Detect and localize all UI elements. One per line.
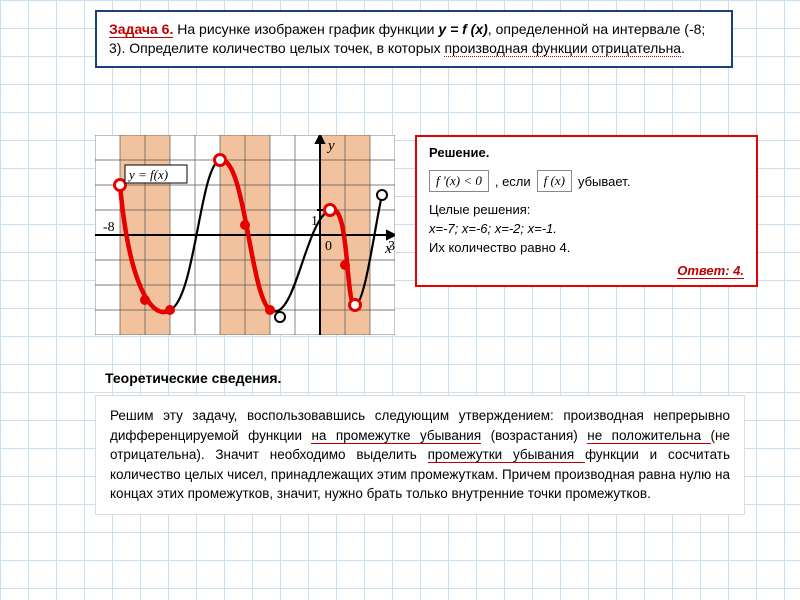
sol-line2: x=-7; x=-6; x=-2; x=-1. (429, 221, 744, 236)
svg-text:y: y (326, 138, 335, 154)
solution-title: Решение. (429, 145, 744, 160)
th-p1b: (возрастания) (481, 428, 587, 443)
th-u1: на промежутке убывания (311, 428, 481, 444)
sol-line1: Целые решения: (429, 202, 744, 217)
function-graph: y x 0 1 3 -8 y = f(x) (95, 135, 395, 335)
th-u2: не положительна (587, 428, 710, 444)
th-u3: промежутки убывания (428, 447, 585, 463)
svg-text:0: 0 (325, 239, 332, 254)
formula-fprime: f '(x) < 0 (429, 170, 489, 192)
task-underlined: производная функции отрицательна (444, 40, 681, 57)
graph-container: y x 0 1 3 -8 y = f(x) (95, 135, 395, 335)
task-end: . (681, 40, 685, 56)
formula-f: f (x) (537, 170, 572, 192)
svg-text:3: 3 (388, 239, 395, 254)
task-function: y = f (x) (438, 21, 487, 37)
if-word: , если (495, 174, 531, 189)
svg-text:y = f(x): y = f(x) (127, 167, 168, 182)
decreases-word: убывает. (578, 174, 630, 189)
svg-text:-8: -8 (103, 220, 115, 235)
solution-box: Решение. f '(x) < 0 , если f (x) убывает… (415, 135, 758, 287)
task-box: Задача 6. На рисунке изображен график фу… (95, 10, 733, 68)
task-label: Задача 6. (109, 21, 173, 38)
answer: Ответ: 4. (677, 263, 744, 279)
formula-row: f '(x) < 0 , если f (x) убывает. (429, 170, 744, 192)
sol-line3: Их количество равно 4. (429, 240, 744, 255)
svg-text:1: 1 (311, 214, 318, 229)
task-text-1: На рисунке изображен график функции (177, 21, 438, 37)
theory-title: Теоретические сведения. (105, 370, 281, 386)
theory-body: Решим эту задачу, воспользовавшись следу… (95, 395, 745, 515)
